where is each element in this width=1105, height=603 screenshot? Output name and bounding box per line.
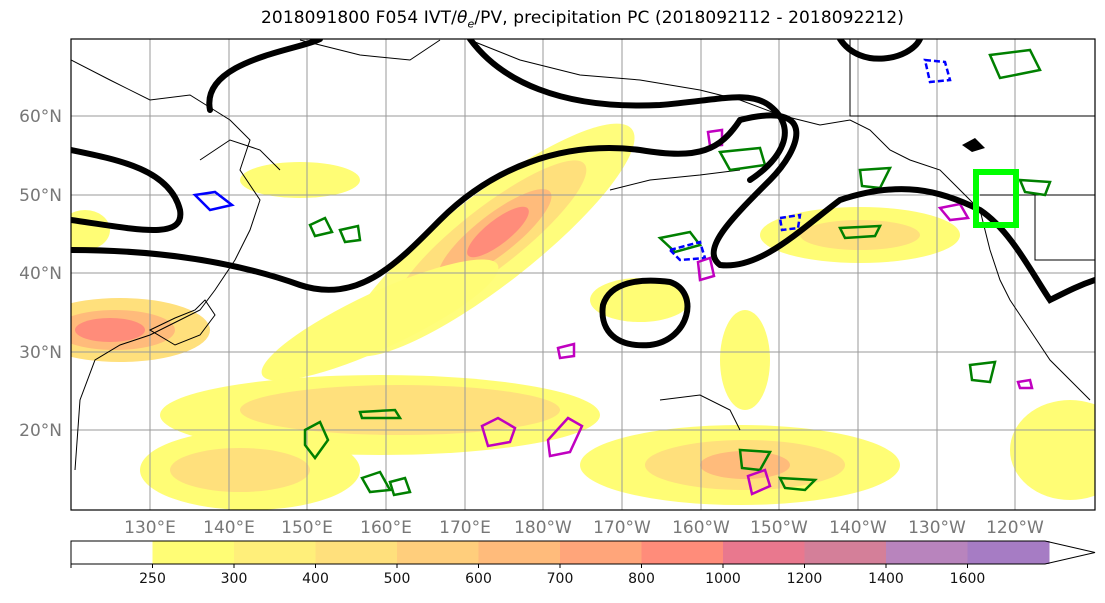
colorbar-segment [886, 541, 968, 564]
title-theta: θ [456, 8, 468, 28]
lon-label: 160°E [360, 518, 412, 538]
colorbar-segment [397, 541, 479, 564]
lon-label: 140°E [203, 518, 255, 538]
plot-title: 2018091800 F054 IVT/θe/PV, precipitation… [0, 8, 1105, 30]
colorbar-segment [71, 541, 153, 564]
precip-contours [192, 48, 1052, 497]
lat-label: 30°N [19, 343, 62, 363]
colorbar-tick-label: 300 [221, 571, 248, 587]
map-frame [70, 38, 1096, 511]
colorbar-segment [804, 541, 887, 564]
title-text: 2018091800 F054 IVT/ [260, 8, 457, 28]
theta-e-contours [480, 128, 1034, 496]
lon-label: 180°W [514, 518, 572, 538]
colorbar-segment [560, 541, 642, 564]
latitude-labels: 60°N 50°N 40°N 30°N 20°N [19, 107, 62, 441]
colorbar-segment [478, 541, 561, 564]
target-region-box [973, 169, 1019, 228]
map-panel [71, 39, 1095, 510]
colorbar-tick-label: 600 [465, 571, 492, 587]
lon-label: 150°E [281, 518, 333, 538]
colorbar-outline [70, 540, 1096, 565]
lon-label: 130°E [124, 518, 176, 538]
lon-label: 160°W [672, 518, 730, 538]
colorbar-tick-label: 1600 [950, 571, 986, 587]
lon-label: 130°W [908, 518, 966, 538]
colorbar-segment [234, 541, 316, 564]
lat-label: 20°N [19, 421, 62, 441]
colorbar-tick-label: 700 [547, 571, 574, 587]
colorbar-segment [152, 541, 235, 564]
colorbar-tick-label: 400 [302, 571, 329, 587]
title-rest: /PV, precipitation PC (2018092112 - 2018… [474, 8, 904, 28]
lat-label: 60°N [19, 107, 62, 127]
lon-label: 140°W [829, 518, 887, 538]
colorbar-tick-label: 800 [628, 571, 655, 587]
lon-label: 120°W [986, 518, 1044, 538]
colorbar-segment [315, 541, 398, 564]
colorbar-segment [967, 541, 1050, 564]
colorbar-tick-label: 1400 [868, 571, 904, 587]
colorbar-segment [723, 541, 805, 564]
lon-label: 170°E [439, 518, 491, 538]
lon-label: 150°W [750, 518, 808, 538]
colorbar-tick-label: 250 [139, 571, 166, 587]
ivt-shading [71, 123, 1095, 510]
colorbar-segment [641, 541, 724, 564]
title-subscript: e [467, 17, 475, 31]
longitude-labels: 130°E 140°E 150°E 160°E 170°E 180°W 170°… [124, 518, 1044, 538]
colorbar-tick-label: 500 [384, 571, 411, 587]
lat-label: 50°N [19, 186, 62, 206]
lon-label: 170°W [593, 518, 651, 538]
lat-label: 40°N [19, 264, 62, 284]
colorbar: 250 300 400 500 600 700 800 1000 1200 1400 1600 [70, 540, 1096, 587]
colorbar-tick-label: 1000 [705, 571, 741, 587]
pv-contours [71, 39, 1095, 349]
colorbar-tick-label: 1200 [787, 571, 823, 587]
